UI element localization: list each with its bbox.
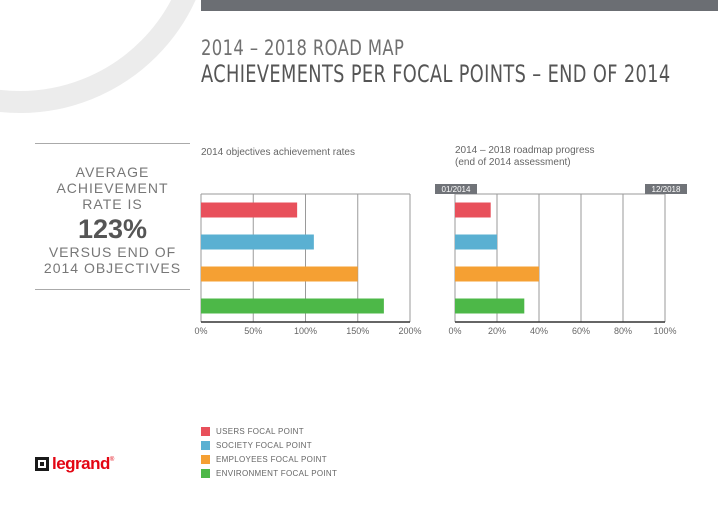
kpi-box: AVERAGE ACHIEVEMENT RATE IS 123% VERSUS … <box>35 143 190 290</box>
chart2-tick-label: 100% <box>653 326 676 336</box>
chart2-end-badge: 12/2018 <box>645 184 687 194</box>
legend-swatch <box>201 468 210 478</box>
chart2-tick-label: 80% <box>614 326 632 336</box>
chart2-bar-3 <box>455 266 539 282</box>
kpi-value: 123% <box>77 214 148 244</box>
chart2-tick-label: 0% <box>448 326 461 336</box>
chart2-bar-1 <box>455 202 491 218</box>
chart1-title: 2014 objectives achievement rates <box>201 147 355 158</box>
chart1-tick-label: 200% <box>398 326 421 336</box>
chart1-tick-label: 0% <box>194 326 207 336</box>
legend: USERS FOCAL POINT SOCIETY FOCAL POINT EMPL… <box>201 424 337 480</box>
kpi-post-text: VERSUS END OF 2014 OBJECTIVES <box>43 244 182 276</box>
chart2-start-badge: 01/2014 <box>435 184 477 194</box>
title-line-1: 2014 – 2018 ROAD MAP <box>201 36 405 60</box>
legend-item: ENVIRONMENT FOCAL POINT <box>201 466 337 480</box>
chart1-tick-label: 100% <box>294 326 317 336</box>
chart1-tick-label: 50% <box>244 326 262 336</box>
decorative-arc <box>0 0 196 113</box>
chart2-start-label: 01/2014 <box>442 185 471 194</box>
legend-label: SOCIETY FOCAL POINT <box>216 440 312 450</box>
top-bar <box>201 0 718 11</box>
legend-swatch <box>201 440 210 450</box>
chart2-end-label: 12/2018 <box>652 185 681 194</box>
chart2-bar-4 <box>455 298 525 314</box>
legend-item: EMPLOYEES FOCAL POINT <box>201 452 337 466</box>
logo-wordmark: legrand <box>52 454 110 473</box>
chart1-bar-2 <box>201 234 314 250</box>
chart2-title: 2014 – 2018 roadmap progress (end of 201… <box>455 145 595 169</box>
chart-roadmap-progress: 0% 20% 40% 60% 80% 100% 01/2014 12/2018 <box>435 184 687 336</box>
chart2-bar-2 <box>455 234 497 250</box>
registered-icon: ® <box>109 457 115 463</box>
chart2-tick-label: 20% <box>488 326 506 336</box>
chart1-bar-4 <box>201 298 384 314</box>
kpi-pre-text: AVERAGE ACHIEVEMENT RATE IS <box>56 164 169 212</box>
chart1-tick-label: 150% <box>346 326 369 336</box>
legend-swatch <box>201 426 210 436</box>
chart-achievement-rates: 0% 50% 100% 150% 200% <box>194 193 422 336</box>
legend-item: USERS FOCAL POINT <box>201 424 337 438</box>
legrand-logo: legrand ® <box>35 454 114 474</box>
legend-swatch <box>201 454 210 464</box>
legend-label: USERS FOCAL POINT <box>216 426 304 436</box>
chart1-bar-1 <box>201 202 298 218</box>
chart1-bar-3 <box>201 266 358 282</box>
title-line-2: ACHIEVEMENTS PER FOCAL POINTS – END OF 2… <box>201 60 671 88</box>
legend-label: ENVIRONMENT FOCAL POINT <box>216 468 338 478</box>
logo-mark-icon <box>35 457 49 471</box>
chart2-title-line: 2014 – 2018 roadmap progress <box>455 145 595 156</box>
chart2-subtitle: (end of 2014 assessment) <box>455 157 571 168</box>
chart2-tick-label: 60% <box>572 326 590 336</box>
legend-item: SOCIETY FOCAL POINT <box>201 438 337 452</box>
chart2-tick-label: 40% <box>530 326 548 336</box>
legend-label: EMPLOYEES FOCAL POINT <box>216 454 327 464</box>
